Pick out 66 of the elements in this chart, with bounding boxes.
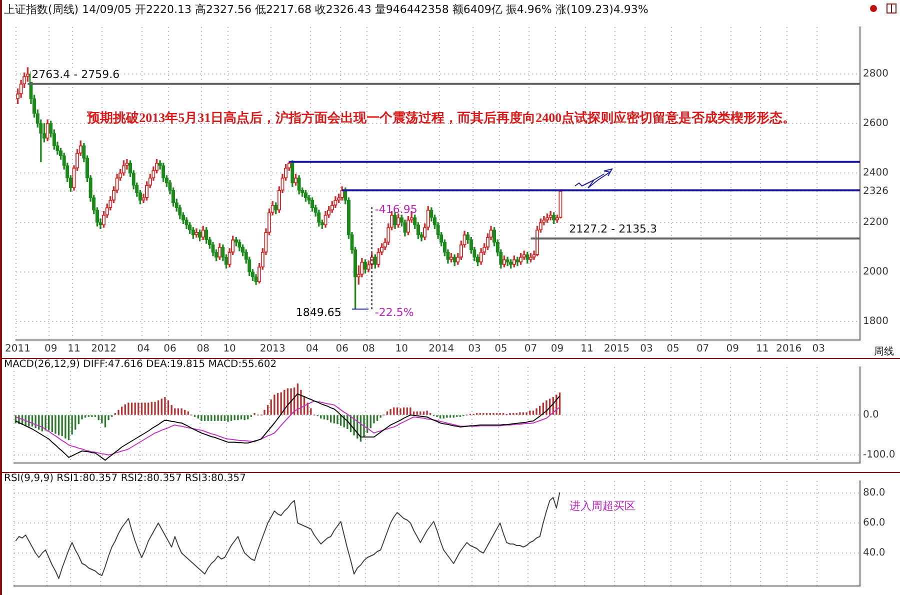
x-tick-label: 09: [44, 344, 58, 355]
candlestick: [297, 175, 301, 194]
y-tick-label: 80.0: [863, 488, 886, 499]
x-tick-label: 03: [468, 344, 481, 355]
x-tick-label: 2013: [260, 344, 286, 355]
x-tick-label: 05: [666, 344, 680, 355]
chart-title: RSI(9,9,9) RSI1:80.357 RSI2:80.357 RSI3:80.357: [4, 473, 246, 484]
x-tick-label: 2016: [776, 344, 802, 355]
chart-title: MACD(26,12,9) DIFF:47.616 DEA:19.815 MACD:55.602: [4, 359, 277, 370]
candlestick: [545, 213, 550, 223]
candlestick: [396, 213, 400, 228]
y-tick-label: 40.0: [863, 548, 886, 559]
y-tick-label: 1800: [863, 316, 888, 328]
x-tick-label: 2011: [5, 344, 30, 355]
annotation: -22.5%: [374, 306, 414, 319]
annotation: -416.95: [374, 203, 418, 216]
chart-title: 上证指数(周线) 14/09/05 开2220.13 高2327.56 低2217.68 收2326.43 量946442358 额6409亿 振4.96% 涨(109.23)4.93%: [4, 2, 648, 17]
y-tick-label: 2600: [863, 118, 888, 130]
x-tick-label: 11: [580, 344, 594, 355]
y-tick-label: 0.0: [863, 410, 879, 421]
x-tick-label: 03: [640, 344, 653, 355]
x-tick-label: 11: [756, 344, 769, 355]
x-tick-label: 04: [306, 344, 319, 355]
x-tick-label: 04: [137, 344, 150, 355]
candlestick: [201, 226, 205, 240]
x-tick-label: 03: [812, 344, 825, 355]
candlestick: [363, 259, 368, 274]
y-tick-label: 2400: [863, 168, 888, 179]
y-tick-label: 2200: [863, 217, 888, 228]
x-tick-label: 10: [395, 344, 408, 355]
x-tick-label: 08: [362, 344, 375, 355]
x-tick-label: 2015: [604, 344, 630, 355]
candlestick: [373, 254, 377, 269]
text: 周线: [874, 346, 894, 358]
candlestick: [506, 256, 510, 266]
annotation: 2127.2 - 2135.3: [569, 222, 658, 236]
candlestick: [552, 212, 556, 224]
annotation: 进入周超买区: [570, 499, 636, 512]
candlestick: [46, 119, 50, 142]
x-tick-label: 05: [494, 344, 508, 355]
annotation: 1849.65: [296, 306, 342, 319]
annotation: 预期挑破2013年5月31日高点后，沪指方面会出现一个震荡过程，而其后再度向2400点试探则应密切留意是否成类楔形形态。: [86, 110, 796, 125]
candlestick: [548, 211, 552, 220]
x-tick-label: 07: [524, 344, 538, 355]
x-tick-label: 2012: [91, 344, 117, 355]
candlestick: [509, 259, 513, 269]
x-tick-label: 10: [223, 344, 236, 355]
y-tick-label: 2326: [863, 186, 888, 197]
x-tick-label: 06: [164, 344, 176, 355]
y-tick-label: 2800: [863, 68, 888, 80]
candlestick: [194, 228, 198, 238]
y-tick-label: 60.0: [863, 518, 886, 529]
candlestick: [516, 256, 520, 266]
annotation: 2763.4 - 2759.6: [32, 68, 120, 81]
y-tick-label: 2000: [863, 266, 888, 278]
candlestick: [340, 186, 344, 201]
candlestick: [393, 212, 397, 229]
x-tick-label: 06: [336, 344, 348, 355]
x-tick-label: 08: [196, 344, 210, 355]
x-tick-label: 11: [68, 344, 80, 355]
candlestick: [290, 160, 294, 187]
x-tick-label: 2014: [428, 344, 454, 355]
x-tick-label: 09: [726, 344, 739, 355]
x-tick-label: 09: [550, 344, 564, 355]
x-tick-label: 07: [696, 344, 710, 355]
y-tick-label: -100.0: [863, 450, 896, 461]
